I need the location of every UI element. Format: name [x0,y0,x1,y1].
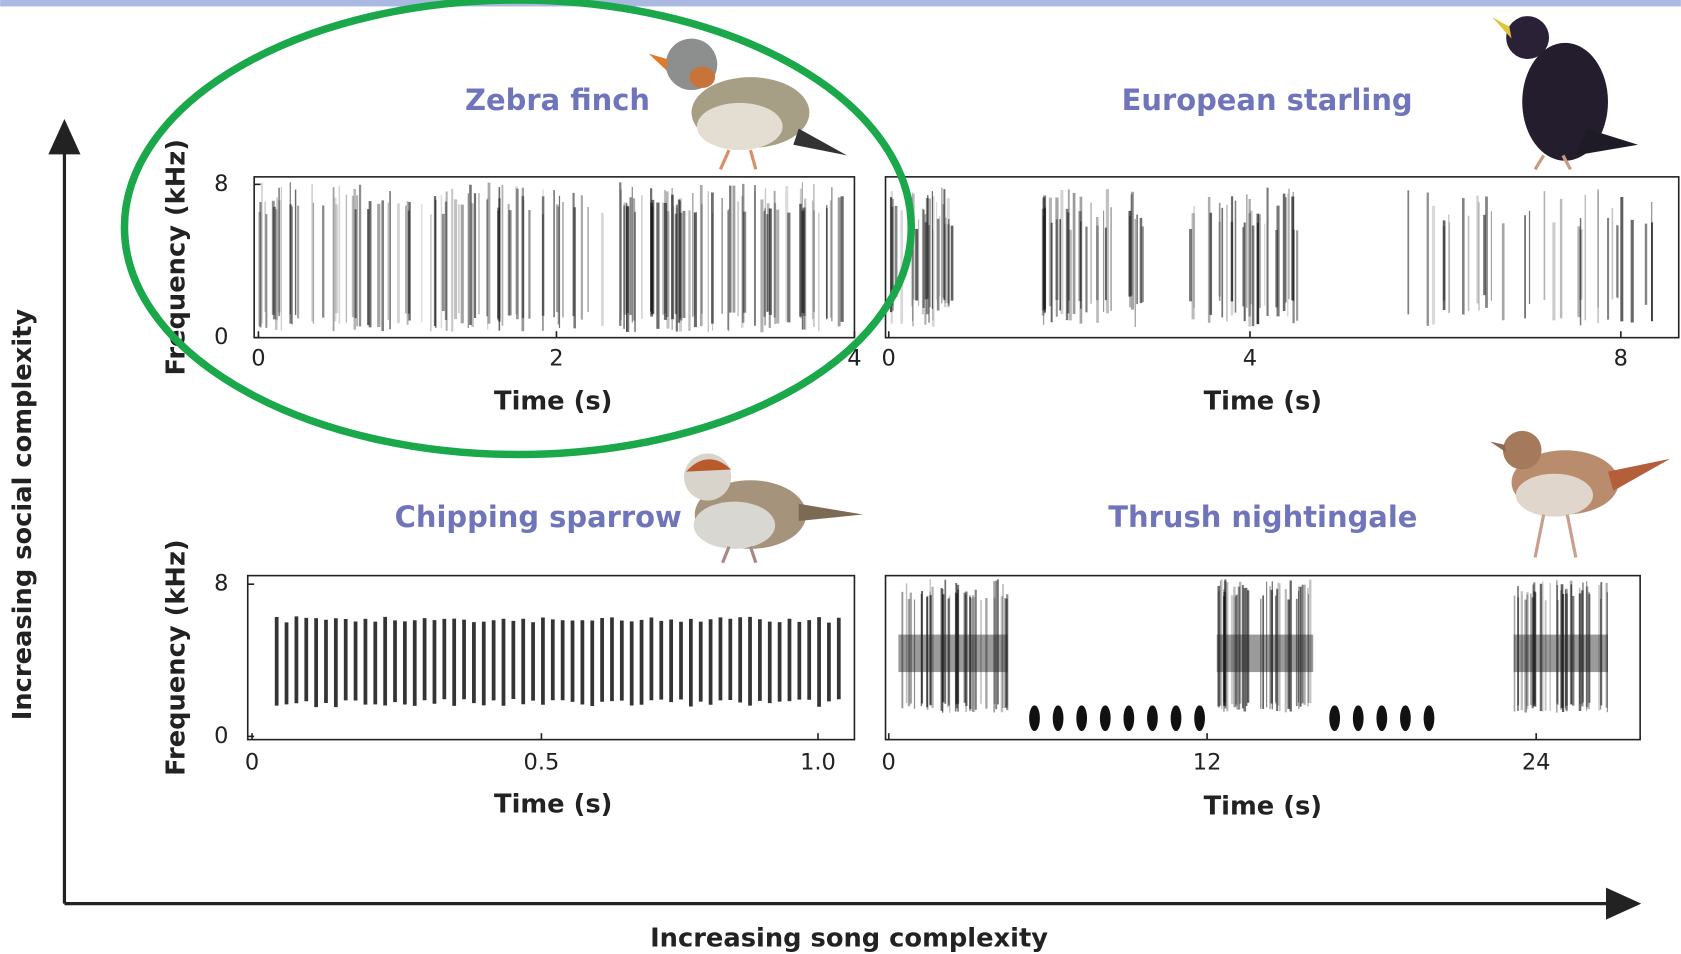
dense-band [1216,634,1314,673]
x-tick-label: 0 [251,346,265,372]
note-blob [1400,705,1411,732]
top-bar [0,0,1681,7]
panel-title: Thrush nightingale [1108,500,1417,534]
panel: Chipping sparrow Frequency (kHz) 8 00 0.5 1.0… [161,500,856,820]
starling-bird [1492,16,1639,171]
y-label: Frequency (kHz) [161,539,191,776]
x-tick-label: 8 [1614,346,1628,372]
dense-band [898,634,1008,673]
panel-title: Chipping sparrow [395,500,682,534]
note-blob [1170,705,1182,732]
zebra-finch-bird [648,38,847,171]
x-tick-label: 24 [1522,750,1551,776]
x-tick-label: 0 [245,750,259,776]
spectrogram-texture [274,616,841,708]
panel-title: European starling [1122,83,1413,117]
plot-frame [884,176,1680,339]
spectrogram-texture [898,578,1608,732]
x-tick-label: 0.5 [524,750,560,776]
plot-frame [246,574,856,741]
x-label: Time (s) [494,386,612,416]
note-blob [1029,705,1040,732]
panel: Thrush nightingale 0 12 24 Time (s) [882,500,1641,822]
note-blob [1329,705,1341,732]
x-axis-label: Increasing song complexity [650,923,1048,953]
plot-frame [253,176,856,339]
note-blob [1194,705,1205,732]
y-tick-label: 8 [214,571,228,597]
y-axis-label: Increasing social complexity [8,309,38,721]
x-label: Time (s) [1204,792,1322,822]
spectrogram-texture [889,187,1654,327]
x-tick-label: 0 [882,750,896,776]
panel: European starling 0 4 8 Time (s) [882,83,1680,416]
note-blob [1123,705,1135,732]
spectrogram-texture [258,182,844,333]
x-label: Time (s) [1204,386,1322,416]
x-label: Time (s) [494,790,612,820]
note-blob [1099,705,1111,732]
panel-title: Zebra finch [465,83,650,117]
note-blob [1376,705,1388,732]
bird-illustrations [648,16,1671,564]
x-tick-label: 0 [882,346,896,372]
x-tick-label: 4 [1243,346,1257,372]
x-tick-label: 12 [1193,750,1222,776]
note-blob [1076,705,1088,732]
sparrow-bird [684,453,864,564]
y-tick-label: 0 [214,723,228,749]
plot-frame [884,574,1641,741]
note-blob [1052,705,1064,732]
highlight-ellipse [120,0,915,459]
nightingale-bird [1490,430,1671,558]
y-tick-label: 0 [214,324,228,350]
x-tick-label: 1.0 [800,750,836,776]
x-tick-label: 2 [549,346,563,372]
note-blob [1147,705,1158,732]
note-blob [1352,705,1364,732]
note-blob [1423,705,1435,732]
dense-band [1513,634,1608,673]
y-tick-label: 8 [214,171,228,197]
